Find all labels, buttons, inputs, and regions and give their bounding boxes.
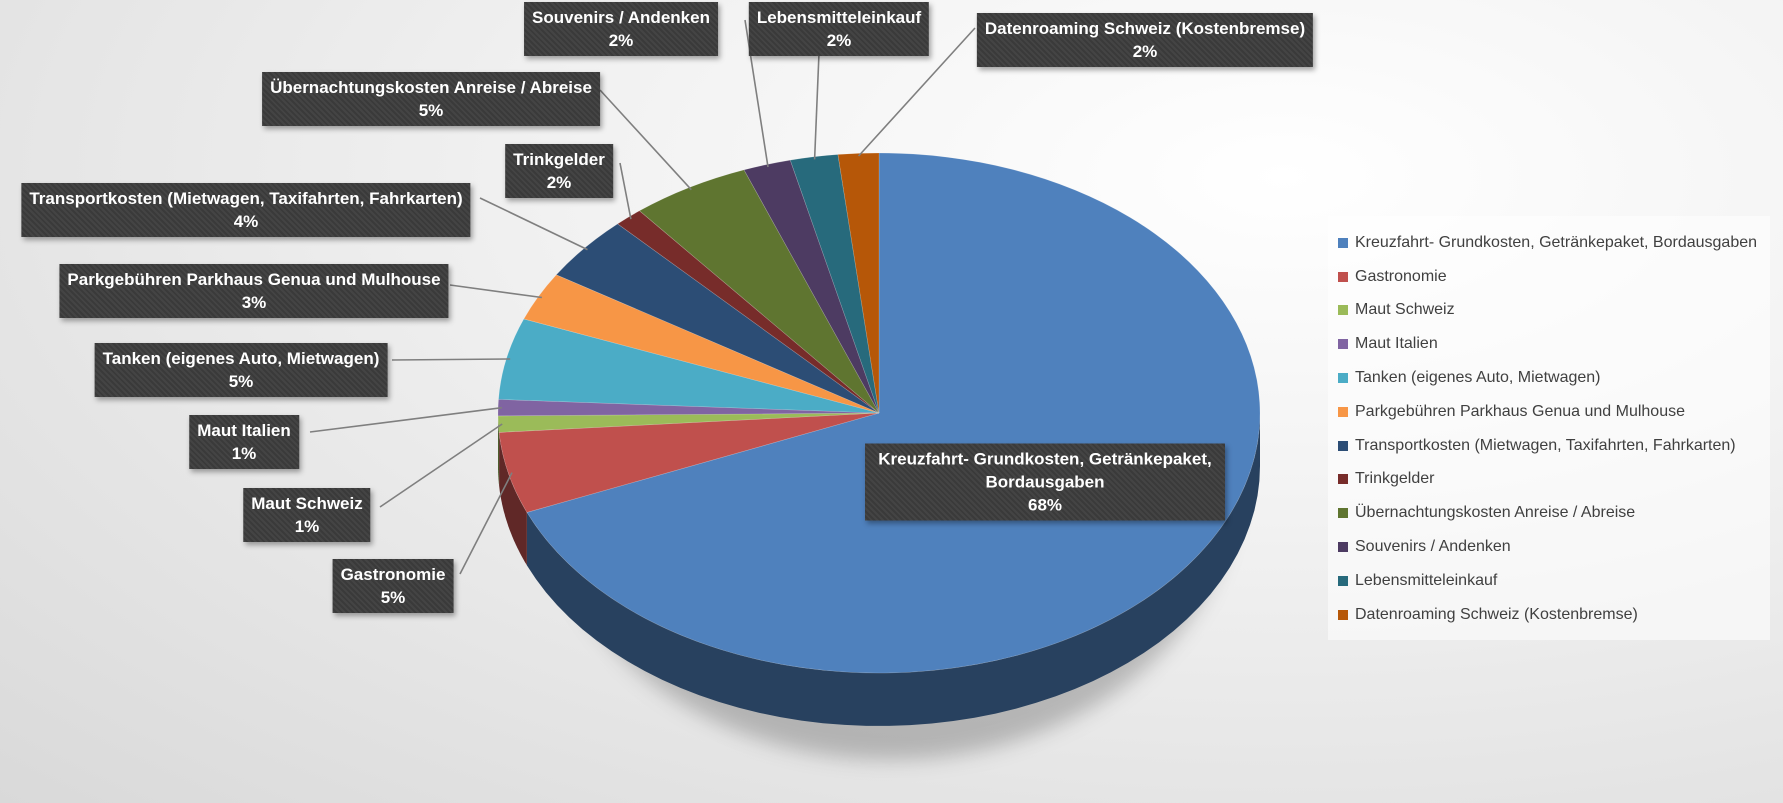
legend-swatch (1338, 373, 1348, 384)
legend-swatch (1338, 305, 1348, 316)
legend-item-kreuzfahrt-grundkosten-getraenkepaket-bordausgaben: Kreuzfahrt- Grundkosten, Getränkepaket, … (1338, 226, 1770, 260)
data-label-name: Kreuzfahrt- Grundkosten, Getränkepaket, … (878, 449, 1212, 492)
data-label-datenroaming-schweiz-kostenbremse: Datenroaming Schweiz (Kostenbremse) 2% (976, 13, 1314, 67)
data-label-value: 2% (1132, 42, 1158, 61)
pie-side-gastronomie (499, 432, 527, 566)
data-label-value: 4% (233, 212, 259, 231)
legend-item-uebernachtungskosten-anreise-abreise: Übernachtungskosten Anreise / Abreise (1338, 496, 1770, 530)
data-label-kreuzfahrt-grundkosten-getraenkepaket-bordausgaben: Kreuzfahrt- Grundkosten, Getränkepaket, … (865, 443, 1225, 521)
legend-item-tanken-eigenes-auto-mietwagen: Tanken (eigenes Auto, Mietwagen) (1338, 361, 1770, 395)
data-label-value: 2% (826, 31, 852, 50)
data-label-name: Maut Schweiz (251, 494, 363, 513)
data-label-value: 5% (380, 588, 406, 607)
legend-item-gastronomie: Gastronomie (1338, 260, 1770, 294)
legend-label: Transportkosten (Mietwagen, Taxifahrten,… (1355, 436, 1736, 454)
data-label-name: Transportkosten (Mietwagen, Taxifahrten,… (29, 189, 463, 208)
data-label-lebensmitteleinkauf: Lebensmitteleinkauf 2% (748, 2, 930, 56)
leader-line-parkgebuehren-parkhaus-genua-und-mulhouse (449, 284, 543, 299)
legend-label: Maut Schweiz (1355, 301, 1455, 319)
data-label-value: 3% (241, 293, 267, 312)
legend-item-maut-italien: Maut Italien (1338, 327, 1770, 361)
legend-item-lebensmitteleinkauf: Lebensmitteleinkauf (1338, 564, 1770, 598)
data-label-name: Parkgebühren Parkhaus Genua und Mulhouse (67, 270, 441, 289)
pie-slice-datenroaming-schweiz-kostenbremse (837, 152, 880, 414)
legend-label: Datenroaming Schweiz (Kostenbremse) (1355, 605, 1638, 623)
data-label-name: Tanken (eigenes Auto, Mietwagen) (102, 349, 380, 368)
legend-swatch (1338, 575, 1348, 586)
legend-swatch (1338, 474, 1348, 485)
data-label-tanken-eigenes-auto-mietwagen: Tanken (eigenes Auto, Mietwagen) 5% (94, 343, 388, 397)
legend-item-maut-schweiz: Maut Schweiz (1338, 294, 1770, 328)
data-label-gastronomie: Gastronomie 5% (332, 559, 454, 613)
legend-item-datenroaming-schweiz-kostenbremse: Datenroaming Schweiz (Kostenbremse) (1338, 598, 1770, 632)
pie-slice-gastronomie (498, 412, 880, 513)
legend-label: Lebensmitteleinkauf (1355, 571, 1498, 589)
data-label-trinkgelder: Trinkgelder 2% (505, 144, 613, 198)
data-label-name: Souvenirs / Andenken (532, 8, 710, 27)
data-label-maut-schweiz: Maut Schweiz 1% (243, 488, 371, 542)
data-label-name: Übernachtungskosten Anreise / Abreise (270, 78, 592, 97)
data-label-value: 68% (1027, 495, 1063, 515)
pie-slice-trinkgelder (617, 210, 880, 414)
data-label-name: Lebensmitteleinkauf (756, 8, 922, 27)
data-label-value: 5% (228, 372, 254, 391)
data-label-name: Gastronomie (340, 565, 446, 584)
data-label-uebernachtungskosten-anreise-abreise: Übernachtungskosten Anreise / Abreise 5% (262, 72, 600, 126)
leader-line-transportkosten-mietwagen-taxifahrten-fahrkarten (479, 197, 588, 251)
leader-line-datenroaming-schweiz-kostenbremse (858, 27, 976, 157)
data-label-name: Datenroaming Schweiz (Kostenbremse) (984, 19, 1306, 38)
data-label-value: 2% (608, 31, 634, 50)
legend: Kreuzfahrt- Grundkosten, Getränkepaket, … (1328, 216, 1770, 640)
data-label-value: 2% (546, 173, 572, 192)
legend-item-souvenirs-andenken: Souvenirs / Andenken (1338, 530, 1770, 564)
legend-swatch (1338, 508, 1348, 519)
pie-side-kreuzfahrt-grundkosten-getraenkepaket-bordausgaben (526, 413, 1260, 726)
legend-label: Souvenirs / Andenken (1355, 538, 1511, 556)
data-label-souvenirs-andenken: Souvenirs / Andenken 2% (524, 2, 718, 56)
legend-swatch (1338, 237, 1348, 248)
leader-line-uebernachtungskosten-anreise-abreise (599, 89, 692, 191)
legend-label: Kreuzfahrt- Grundkosten, Getränkepaket, … (1355, 233, 1758, 251)
leader-line-trinkgelder (619, 162, 632, 220)
data-label-transportkosten-mietwagen-taxifahrten-fahrkarten: Transportkosten (Mietwagen, Taxifahrten,… (21, 183, 471, 237)
leader-line-tanken-eigenes-auto-mietwagen (391, 358, 511, 361)
legend-label: Gastronomie (1355, 267, 1447, 285)
legend-label: Parkgebühren Parkhaus Genua und Mulhouse (1355, 402, 1685, 420)
legend-item-transportkosten-mietwagen-taxifahrten-fahrkarten: Transportkosten (Mietwagen, Taxifahrten,… (1338, 429, 1770, 463)
legend-label: Trinkgelder (1355, 470, 1435, 488)
data-label-name: Trinkgelder (513, 150, 605, 169)
legend-label: Maut Italien (1355, 335, 1438, 353)
pie-side-maut-schweiz (498, 415, 500, 486)
leader-line-gastronomie (459, 472, 513, 575)
legend-swatch (1338, 271, 1348, 282)
legend-swatch (1338, 406, 1348, 417)
legend-swatch (1338, 339, 1348, 350)
data-label-maut-italien: Maut Italien 1% (189, 415, 299, 469)
legend-label: Übernachtungskosten Anreise / Abreise (1355, 504, 1636, 522)
pie-slice-kreuzfahrt-grundkosten-getraenkepaket-bordausgaben (526, 152, 1261, 674)
legend-item-parkgebuehren-parkhaus-genua-und-mulhouse: Parkgebühren Parkhaus Genua und Mulhouse (1338, 395, 1770, 429)
data-label-parkgebuehren-parkhaus-genua-und-mulhouse: Parkgebühren Parkhaus Genua und Mulhouse… (59, 264, 449, 318)
leader-line-maut-schweiz (379, 423, 503, 508)
leader-line-maut-italien (309, 406, 503, 433)
data-label-name: Maut Italien (197, 421, 291, 440)
legend-swatch (1338, 440, 1348, 451)
legend-label: Tanken (eigenes Auto, Mietwagen) (1355, 369, 1601, 387)
data-label-value: 5% (418, 101, 444, 120)
legend-swatch (1338, 542, 1348, 553)
legend-item-trinkgelder: Trinkgelder (1338, 463, 1770, 497)
data-label-value: 1% (231, 444, 257, 463)
data-label-value: 1% (294, 517, 320, 536)
legend-swatch (1338, 609, 1348, 620)
pie-slice-maut-schweiz (497, 412, 880, 433)
